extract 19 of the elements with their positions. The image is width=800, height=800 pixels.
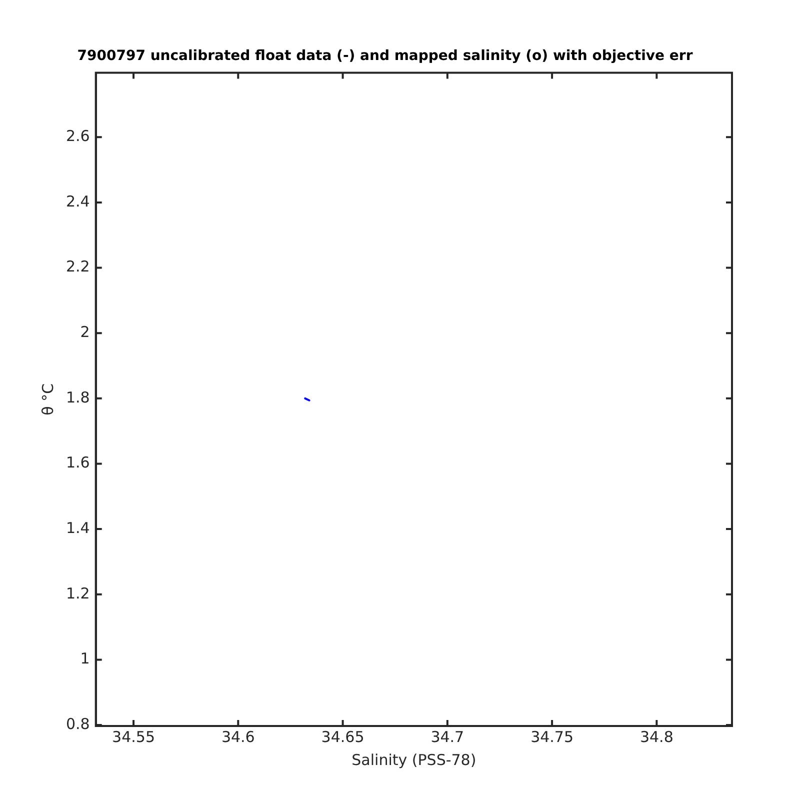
y-axis-title: θ °C xyxy=(38,383,57,416)
y-tick-label: 2.6 xyxy=(66,127,90,146)
y-tick-label: 0.8 xyxy=(66,714,90,733)
x-tick-label: 34.6 xyxy=(221,728,255,746)
chart-title: 7900797 uncalibrated float data (-) and mapped salinity (o) with objective err xyxy=(77,48,693,64)
y-tick-label: 2.4 xyxy=(66,192,90,210)
y-tick-label: 1.8 xyxy=(66,388,90,406)
y-tick-label: 2 xyxy=(80,322,90,341)
x-tick-label: 34.8 xyxy=(640,728,674,746)
y-tick-label: 2.2 xyxy=(66,258,90,276)
y-tick-label: 1 xyxy=(80,650,90,668)
y-tick-label: 1.2 xyxy=(66,584,90,602)
x-tick-label: 34.75 xyxy=(530,728,574,746)
y-tick-label: 1.6 xyxy=(66,454,90,472)
x-axis-title: Salinity (PSS-78) xyxy=(352,750,476,769)
x-tick-label: 34.65 xyxy=(321,728,364,746)
x-tick-label: 34.55 xyxy=(112,728,155,746)
x-tick-label: 34.7 xyxy=(430,728,464,746)
y-tick-label: 1.4 xyxy=(66,518,90,537)
